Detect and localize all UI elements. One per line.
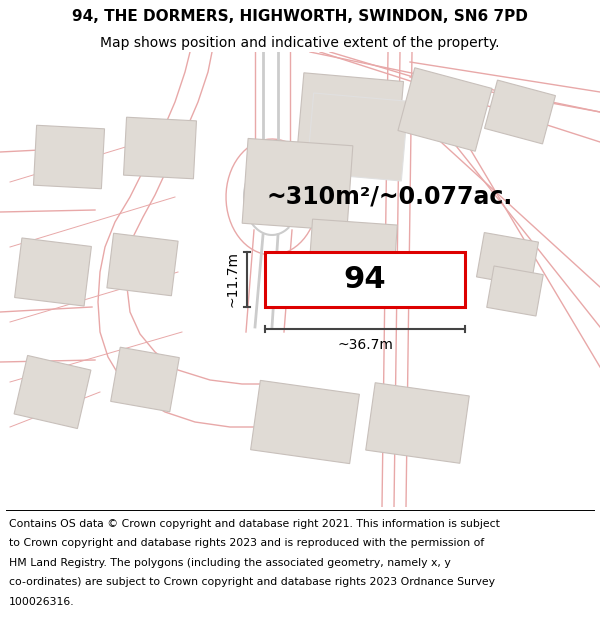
Text: ~310m²/~0.077ac.: ~310m²/~0.077ac. — [267, 185, 513, 209]
Polygon shape — [14, 356, 91, 429]
Polygon shape — [366, 382, 469, 463]
Polygon shape — [34, 125, 104, 189]
Text: to Crown copyright and database rights 2023 and is reproduced with the permissio: to Crown copyright and database rights 2… — [9, 538, 484, 548]
Polygon shape — [307, 93, 409, 181]
Text: ~36.7m: ~36.7m — [337, 338, 393, 352]
Polygon shape — [487, 266, 543, 316]
Text: co-ordinates) are subject to Crown copyright and database rights 2023 Ordnance S: co-ordinates) are subject to Crown copyr… — [9, 578, 495, 587]
Polygon shape — [485, 80, 556, 144]
Polygon shape — [14, 238, 91, 306]
Polygon shape — [308, 219, 397, 295]
Polygon shape — [107, 233, 178, 296]
Polygon shape — [398, 68, 492, 151]
Text: 94: 94 — [344, 265, 386, 294]
FancyBboxPatch shape — [265, 252, 465, 307]
Polygon shape — [476, 232, 538, 286]
Text: HM Land Registry. The polygons (including the associated geometry, namely x, y: HM Land Registry. The polygons (includin… — [9, 558, 451, 568]
Polygon shape — [242, 139, 353, 231]
Polygon shape — [251, 381, 359, 464]
Text: Contains OS data © Crown copyright and database right 2021. This information is : Contains OS data © Crown copyright and d… — [9, 519, 500, 529]
Ellipse shape — [246, 161, 298, 233]
Text: Map shows position and indicative extent of the property.: Map shows position and indicative extent… — [100, 36, 500, 51]
Text: ~11.7m: ~11.7m — [226, 251, 240, 308]
Text: 94, THE DORMERS, HIGHWORTH, SWINDON, SN6 7PD: 94, THE DORMERS, HIGHWORTH, SWINDON, SN6… — [72, 9, 528, 24]
Polygon shape — [110, 348, 179, 412]
Polygon shape — [296, 72, 404, 166]
Polygon shape — [124, 118, 196, 179]
Text: 100026316.: 100026316. — [9, 597, 74, 607]
